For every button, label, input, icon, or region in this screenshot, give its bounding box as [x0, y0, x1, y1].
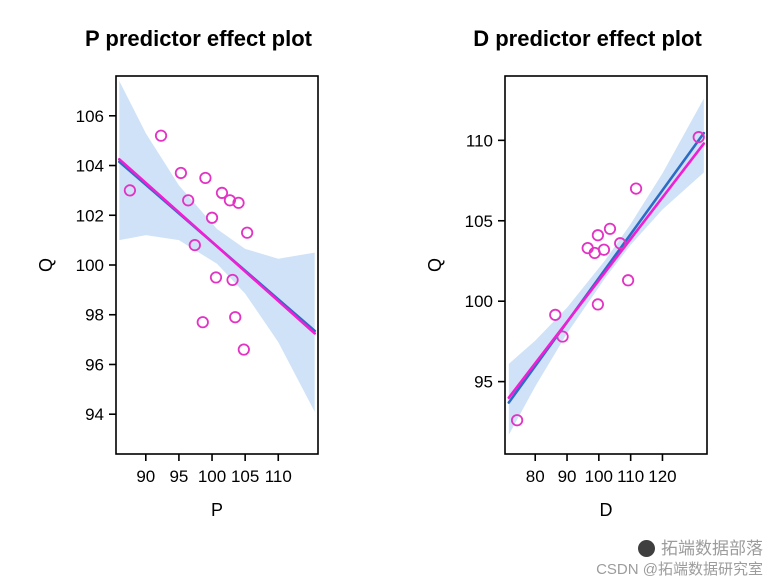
x-axis-label: D — [600, 500, 613, 520]
data-point — [215, 186, 229, 199]
y-tick-label: 94 — [85, 405, 104, 424]
data-point — [182, 194, 195, 207]
data-point — [232, 196, 245, 209]
data-point — [174, 166, 188, 180]
data-point — [603, 222, 617, 235]
data-point — [591, 298, 604, 311]
data-point — [241, 226, 254, 239]
charts-row: P predictor effect plot 90 95 100 105 110 94 9… — [26, 14, 760, 530]
data-point — [226, 273, 239, 287]
data-point — [223, 194, 237, 207]
data-point — [188, 239, 201, 252]
plot-box — [504, 75, 708, 455]
chart-title-d: D predictor effect plot — [473, 26, 702, 51]
y-tick-label: 105 — [465, 212, 493, 231]
y-tick-label: 104 — [76, 157, 104, 176]
data-point — [510, 414, 524, 427]
data-point — [549, 308, 562, 321]
x-tick-label: 95 — [169, 467, 188, 486]
chart-panel-p: P predictor effect plot 90 95 100 105 110 94 9… — [26, 14, 371, 530]
data-point — [629, 182, 643, 195]
tuoduan-logo-icon — [638, 540, 655, 558]
p-effect-plot: 90 95 100 105 110 94 96 98 100 102 104 106 P Q — [36, 75, 319, 520]
data-point — [196, 316, 209, 329]
data-point — [205, 211, 219, 224]
watermark-brand-row: 拓端数据部落 — [596, 538, 763, 559]
data-point — [556, 330, 569, 343]
data-point — [229, 311, 242, 324]
x-tick-label: 80 — [526, 467, 545, 486]
data-point — [154, 129, 168, 142]
chart-title-p: P predictor effect plot — [85, 26, 312, 51]
y-tick-label: 100 — [76, 256, 104, 275]
x-tick-label: 120 — [648, 467, 676, 486]
y-tick-label: 98 — [85, 306, 104, 325]
smooth-line — [118, 158, 316, 335]
chart-panel-d: D predictor effect plot 80 90 100 110 120 95 1… — [415, 14, 760, 530]
y-tick-label: 100 — [465, 292, 493, 311]
y-tick-label: 96 — [85, 355, 104, 374]
data-point — [209, 271, 223, 284]
y-tick-label: 102 — [76, 206, 104, 225]
data-point — [614, 237, 627, 250]
fitted-line — [507, 131, 706, 404]
plot-region — [507, 98, 706, 435]
data-point — [591, 229, 604, 242]
y-tick-label: 110 — [466, 131, 493, 150]
data-point — [199, 171, 212, 185]
data-point — [597, 243, 611, 256]
x-tick-label: 105 — [231, 467, 259, 486]
watermark-brand-text: 拓端数据部落 — [661, 539, 763, 558]
watermark-csdn-text: CSDN @拓端数据研究室 — [596, 561, 763, 579]
smooth-line — [507, 142, 706, 400]
x-axis-label: P — [211, 500, 223, 520]
watermark: 拓端数据部落 CSDN @拓端数据研究室 — [596, 538, 763, 580]
x-tick-label: 110 — [265, 467, 292, 486]
x-tick-label: 110 — [617, 467, 644, 486]
data-point — [237, 343, 250, 356]
x-tick-label: 90 — [136, 467, 155, 486]
y-tick-label: 95 — [474, 373, 493, 392]
x-tick-label: 100 — [198, 467, 226, 486]
plot-region — [118, 80, 316, 412]
data-point — [622, 274, 635, 287]
x-tick-label: 90 — [558, 467, 577, 486]
data-point — [123, 184, 137, 197]
data-point — [692, 131, 705, 144]
y-axis-label: Q — [425, 258, 445, 272]
y-tick-label: 106 — [76, 107, 104, 126]
x-tick-label: 100 — [585, 467, 613, 486]
y-axis-label: Q — [36, 258, 56, 272]
